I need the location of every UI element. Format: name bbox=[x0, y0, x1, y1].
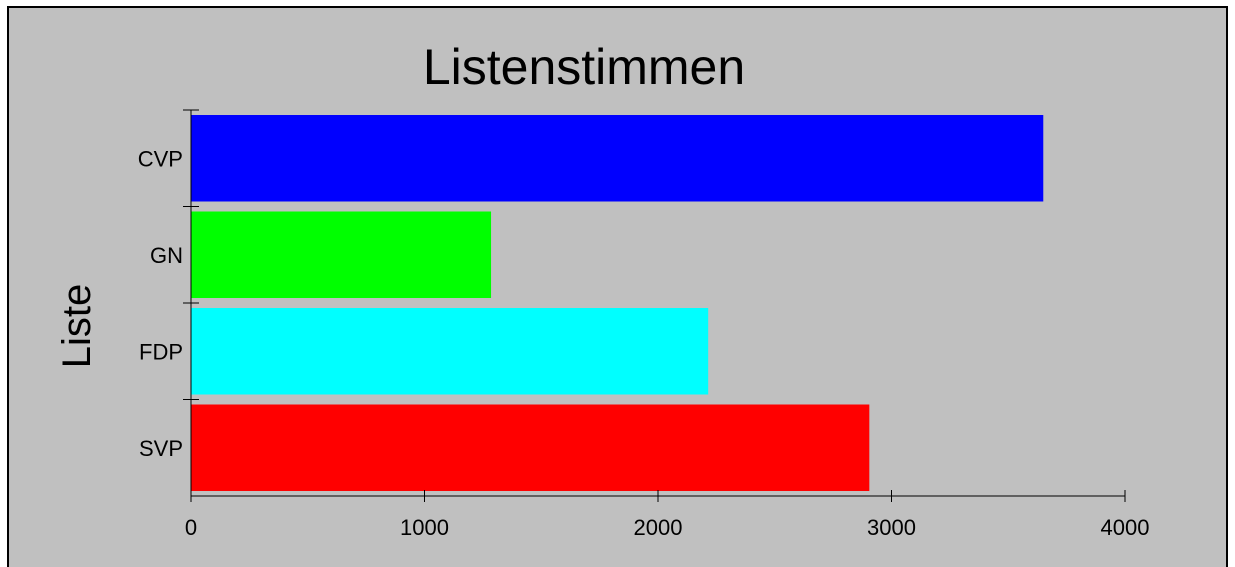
x-tick-label: 4000 bbox=[1101, 515, 1150, 540]
bar-svp bbox=[191, 404, 870, 491]
x-tick-label: 0 bbox=[185, 515, 197, 540]
x-tick-label: 1000 bbox=[400, 515, 449, 540]
y-tick-label-cvp: CVP bbox=[138, 146, 183, 171]
bar-gn bbox=[191, 211, 492, 298]
axes-group: CVP GN FDP SVP 0 1000 2000 3000 4000 bbox=[138, 109, 1150, 540]
y-tick-label-svp: SVP bbox=[139, 436, 183, 461]
chart-title: Listenstimmen bbox=[423, 39, 745, 95]
x-tick-label: 3000 bbox=[867, 515, 916, 540]
bars-group bbox=[191, 115, 1044, 491]
x-tick-label: 2000 bbox=[634, 515, 683, 540]
y-tick-label-fdp: FDP bbox=[139, 339, 183, 364]
y-axis-label: Liste bbox=[55, 284, 99, 369]
y-tick-label-gn: GN bbox=[150, 243, 183, 268]
bar-cvp bbox=[191, 115, 1044, 202]
bar-fdp bbox=[191, 308, 709, 395]
